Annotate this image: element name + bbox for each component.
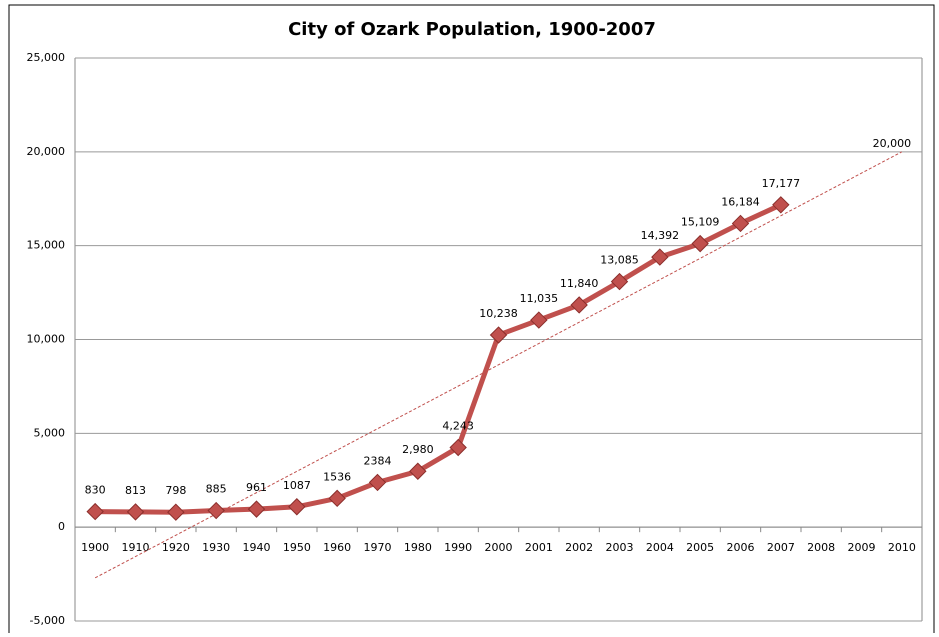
y-tick-label: 10,000 (27, 333, 66, 346)
marker (731, 214, 750, 233)
marker (489, 326, 508, 344)
data-label: 13,085 (600, 254, 639, 267)
x-tick-label: 2006 (727, 541, 755, 554)
marker (167, 503, 185, 521)
chart-border (8, 4, 935, 637)
marker (207, 501, 225, 520)
marker (368, 473, 387, 492)
x-tick-label: 1950 (283, 541, 311, 554)
x-tick-label: 2008 (807, 541, 835, 554)
data-label: 4,243 (442, 420, 474, 433)
x-tick-label: 2003 (606, 541, 634, 554)
marker (409, 462, 427, 480)
data-label: 15,109 (681, 216, 720, 229)
data-label: 17,177 (762, 177, 801, 190)
x-tick-label: 2007 (767, 541, 795, 554)
trend-label: 20,000 (873, 137, 912, 150)
marker (86, 502, 104, 521)
marker (772, 196, 790, 214)
data-label: 830 (85, 484, 106, 497)
y-tick-label: -5,000 (30, 614, 65, 627)
y-tick-label: 0 (58, 520, 65, 533)
x-tick-label: 2004 (646, 541, 674, 554)
x-tick-label: 1970 (364, 541, 392, 554)
trendline (94, 151, 903, 579)
data-label: 885 (206, 483, 227, 496)
x-tick-label: 1960 (323, 541, 351, 554)
y-tick-label: 25,000 (27, 51, 66, 64)
data-label: 14,392 (641, 229, 680, 242)
data-label: 1087 (283, 479, 311, 492)
x-tick-label: 1980 (404, 541, 432, 554)
y-tick-label: 20,000 (27, 145, 66, 158)
data-label: 813 (125, 484, 146, 497)
data-label: 961 (246, 481, 267, 494)
x-tick-label: 2002 (565, 541, 593, 554)
marker (691, 234, 709, 253)
marker (570, 296, 588, 314)
marker (449, 438, 467, 457)
data-label: 11,035 (520, 292, 559, 305)
marker (328, 489, 346, 508)
x-tick-label: 1910 (122, 541, 150, 554)
x-tick-label: 1920 (162, 541, 190, 554)
x-tick-label: 1900 (81, 541, 109, 554)
data-label: 10,238 (479, 307, 518, 320)
data-label: 2,980 (402, 443, 434, 456)
x-tick-label: 2001 (525, 541, 553, 554)
chart-title: City of Ozark Population, 1900-2007 (288, 19, 656, 40)
y-tick-label: 15,000 (27, 239, 66, 252)
marker (126, 503, 145, 521)
x-tick-label: 1930 (202, 541, 230, 554)
x-tick-label: 2000 (485, 541, 513, 554)
marker (288, 498, 306, 516)
x-tick-label: 1940 (243, 541, 271, 554)
data-label: 16,184 (721, 195, 760, 208)
x-tick-label: 1990 (444, 541, 472, 554)
data-label: 2384 (364, 454, 392, 467)
marker (651, 248, 669, 266)
data-label: 1536 (323, 470, 351, 483)
x-tick-label: 2009 (848, 541, 876, 554)
y-tick-label: 5,000 (34, 426, 66, 439)
marker (610, 272, 629, 291)
x-tick-label: 2005 (686, 541, 714, 554)
x-tick-label: 2010 (888, 541, 916, 554)
marker (247, 500, 266, 518)
marker (530, 311, 548, 329)
data-label: 11,840 (560, 277, 599, 290)
data-label: 798 (165, 484, 186, 497)
